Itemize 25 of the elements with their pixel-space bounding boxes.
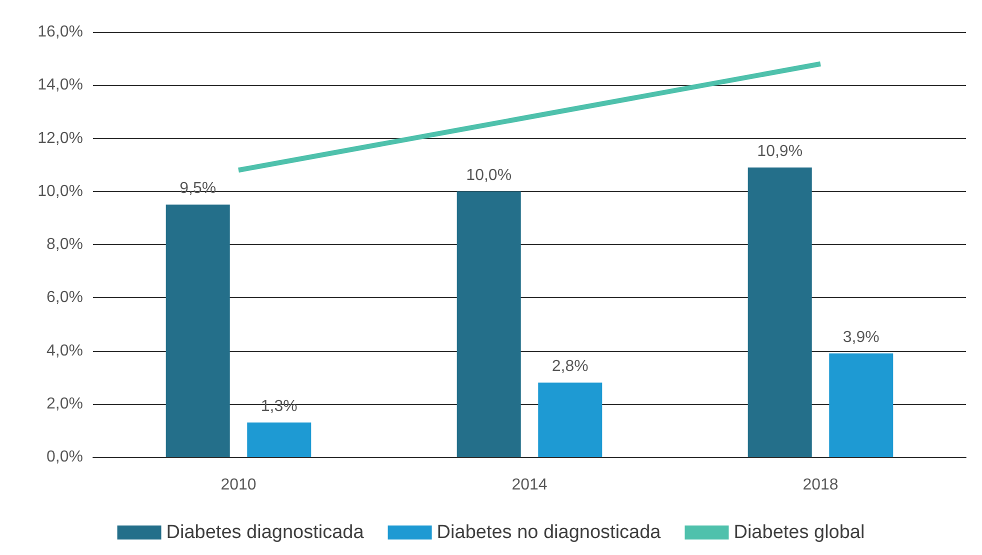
- bar: [829, 353, 894, 457]
- bar: [166, 204, 230, 457]
- legend-label: Diabetes global: [734, 522, 865, 543]
- legend-label: Diabetes no diagnosticada: [436, 522, 662, 543]
- bar: [748, 167, 812, 457]
- y-tick-label: 14,0%: [38, 76, 83, 94]
- y-tick-label: 4,0%: [46, 342, 83, 360]
- data-label: 2,8%: [552, 358, 588, 376]
- y-tick-label: 0,0%: [46, 448, 83, 466]
- y-tick-label: 12,0%: [38, 130, 83, 147]
- bar: [247, 422, 312, 457]
- y-tick-label: 2,0%: [46, 395, 83, 412]
- y-tick-label: 16,0%: [38, 24, 83, 40]
- y-tick-label: 10,0%: [38, 182, 83, 200]
- bar: [538, 382, 602, 457]
- data-label: 3,9%: [842, 328, 880, 346]
- x-tick-label: 2010: [220, 476, 256, 494]
- x-tick-label: 2014: [512, 476, 548, 494]
- x-tick-label: 2018: [802, 476, 838, 494]
- legend-label: Diabetes diagnosticada: [166, 522, 364, 543]
- data-label: 10,0%: [466, 166, 512, 184]
- data-label: 10,9%: [757, 142, 803, 160]
- y-tick-label: 6,0%: [46, 289, 83, 306]
- bar: [456, 191, 521, 457]
- y-tick-label: 8,0%: [46, 236, 83, 253]
